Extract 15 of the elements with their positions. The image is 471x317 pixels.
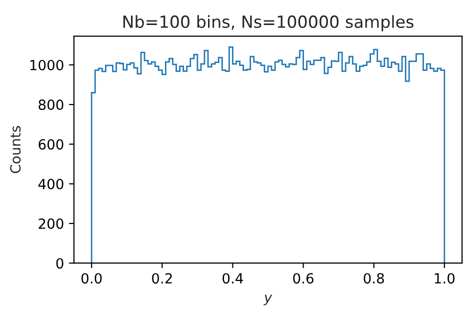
y-tick-label: 200 xyxy=(38,218,64,229)
x-tick-label: 0.6 xyxy=(293,273,314,284)
y-tick-label: 1000 xyxy=(30,60,64,70)
y-tick-label: 600 xyxy=(38,139,64,150)
x-tick-label: 1.0 xyxy=(434,273,455,284)
y-tick-label: 400 xyxy=(38,178,64,190)
y-tick-label: 0 xyxy=(56,258,64,269)
x-tick-label: 0.8 xyxy=(364,273,384,284)
y-tick-label: 800 xyxy=(38,99,64,110)
x-axis-title: y xyxy=(264,294,272,306)
x-tick-label: 0.2 xyxy=(152,273,172,284)
x-tick-label: 0.0 xyxy=(81,273,102,284)
chart-title: Nb=100 bins, Ns=100000 samples xyxy=(123,15,414,32)
x-tick-label: 0.4 xyxy=(222,273,243,284)
y-axis-title: Counts xyxy=(10,126,21,174)
